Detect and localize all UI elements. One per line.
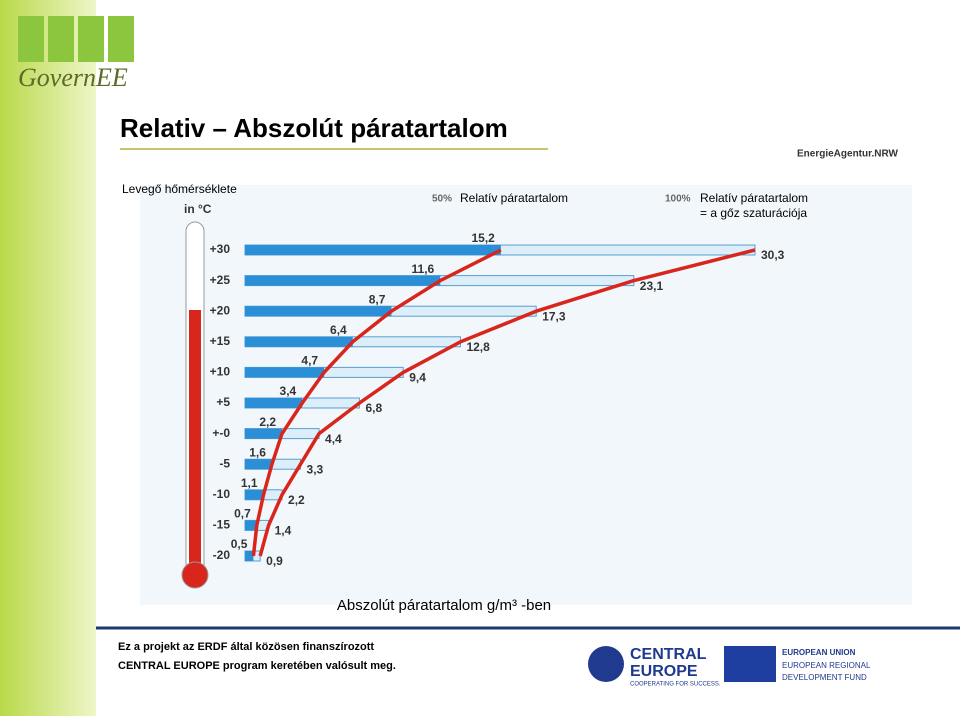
value-label: 4,7 <box>301 354 318 368</box>
bar-50 <box>245 459 272 470</box>
y-tick-label: +25 <box>210 273 231 287</box>
y-tick-label: +-0 <box>212 426 230 440</box>
eu-logo: EUROPEAN REGIONAL <box>782 661 871 670</box>
legend-text: Relatív páratartalom <box>460 191 568 205</box>
x-axis-label: Abszolút páratartalom g/m³ -ben <box>337 597 551 614</box>
chart: Levegő hőmérséklete in °C 50% Relatív párat… <box>122 182 808 614</box>
y-tick-label: +10 <box>210 365 231 379</box>
y-tick-label: +15 <box>210 334 231 348</box>
bar-50 <box>245 306 392 317</box>
value-label: 3,3 <box>307 462 324 476</box>
eu-flag <box>724 646 776 682</box>
value-label: 1,1 <box>241 476 258 490</box>
legend-pct: 100% <box>665 194 691 205</box>
bar-50 <box>245 398 303 408</box>
legend-text: Relatív páratartalom <box>700 191 808 205</box>
footer-text: Ez a projekt az ERDF által közösen finan… <box>118 641 374 653</box>
logo-text: GovernEE <box>18 63 128 92</box>
legend-text: = a gőz szaturációja <box>700 206 807 220</box>
bar-50 <box>245 520 257 531</box>
value-label: 6,8 <box>365 401 382 415</box>
value-label: 11,6 <box>412 262 435 276</box>
y-tick-label: +30 <box>210 242 231 256</box>
bar-50 <box>245 428 283 439</box>
value-label: 4,4 <box>325 432 342 446</box>
bar-50 <box>245 489 264 500</box>
value-label: 0,5 <box>231 537 248 551</box>
ce-logo: EUROPE <box>630 663 698 680</box>
y-tick-label: -5 <box>219 456 230 470</box>
y-tick-label: -15 <box>213 518 231 532</box>
curve <box>251 248 502 557</box>
y-tick-label: +20 <box>210 303 231 317</box>
logo-box <box>108 16 134 62</box>
footer-text: CENTRAL EUROPE program keretében valósul… <box>118 660 396 672</box>
bar-50 <box>245 551 254 561</box>
thermometer-fluid <box>189 310 201 575</box>
value-label: 1,6 <box>249 445 266 459</box>
value-label: 23,1 <box>640 279 664 293</box>
value-label: 6,4 <box>330 323 347 337</box>
value-label: 17,3 <box>542 309 566 323</box>
curve <box>258 248 756 557</box>
y-tick-label: -20 <box>213 548 231 562</box>
slide-title: Relativ – Abszolút páratartalom <box>120 113 508 143</box>
value-label: 15,2 <box>471 231 495 245</box>
value-label: 9,4 <box>409 371 426 385</box>
value-label: 2,2 <box>288 493 305 507</box>
logo-box <box>78 16 104 62</box>
y-tick-label: +5 <box>216 395 230 409</box>
legend-pct: 50% <box>432 194 452 205</box>
value-label: 30,3 <box>761 248 785 262</box>
value-label: 0,7 <box>234 507 251 521</box>
value-label: 2,2 <box>259 415 276 429</box>
eu-logo: DEVELOPMENT FUND <box>782 673 867 682</box>
bar-50 <box>245 367 325 378</box>
y-axis-unit: in °C <box>184 202 212 216</box>
y-tick-label: -10 <box>213 487 231 501</box>
bar-50 <box>245 336 353 347</box>
value-label: 0,9 <box>266 554 283 568</box>
value-label: 3,4 <box>280 384 297 398</box>
bar-50 <box>245 275 441 286</box>
value-label: 8,7 <box>369 292 386 306</box>
value-label: 12,8 <box>466 340 490 354</box>
logo-box <box>18 16 44 62</box>
ce-logo: CENTRAL <box>630 646 707 663</box>
bar-50 <box>245 245 501 255</box>
logo-box <box>48 16 74 62</box>
partner-logo: EnergieAgentur.NRW <box>797 149 898 160</box>
ce-logo: COOPERATING FOR SUCCESS. <box>630 682 721 688</box>
y-axis-label: Levegő hőmérséklete <box>122 182 237 196</box>
thermometer-bulb <box>181 561 209 589</box>
ce-icon <box>588 646 624 682</box>
value-label: 1,4 <box>275 524 292 538</box>
side-strip <box>0 0 96 716</box>
eu-logo: EUROPEAN UNION <box>782 648 856 657</box>
